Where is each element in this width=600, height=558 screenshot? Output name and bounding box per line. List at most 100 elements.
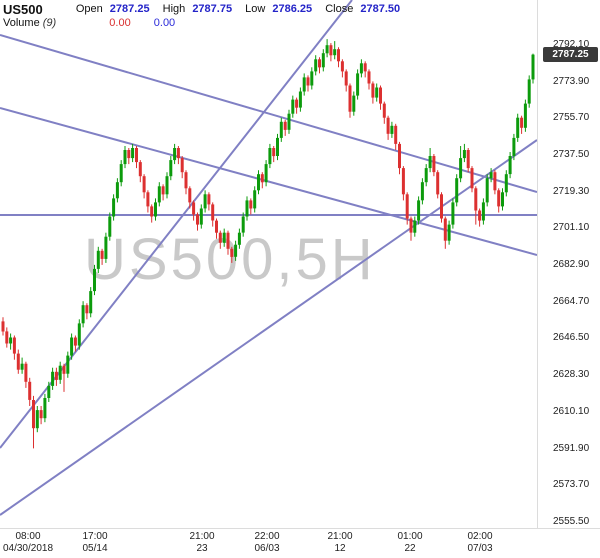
candle-body xyxy=(352,95,356,112)
candle-body xyxy=(12,337,16,354)
candle-body xyxy=(249,200,253,209)
price-axis-label: 2701.10 xyxy=(553,222,590,233)
ohlc-header: US500 Open 2787.25 High 2787.75 Low 2786… xyxy=(3,2,400,17)
candle-body xyxy=(363,63,367,72)
open-value: 2787.25 xyxy=(109,3,150,16)
trendline-descending-lower[interactable] xyxy=(0,107,537,256)
candle-body xyxy=(401,168,405,195)
candle-body xyxy=(306,77,310,86)
candle-body xyxy=(481,202,485,221)
candle-body xyxy=(176,148,180,159)
candle-body xyxy=(234,244,238,257)
candle-body xyxy=(318,59,321,68)
candle-body xyxy=(1,321,5,332)
candle-body xyxy=(470,168,474,189)
high-label: High xyxy=(162,3,186,16)
price-axis-label: 2664.70 xyxy=(553,296,590,307)
price-axis-label: 2737.50 xyxy=(553,149,590,160)
candle-body xyxy=(20,363,24,370)
candle-body xyxy=(508,156,512,175)
candle-body xyxy=(226,232,230,249)
candle-body xyxy=(455,178,459,203)
candle-body xyxy=(420,182,424,201)
price-axis[interactable]: 2787.25 2792.10 2773.90 2755.70 2737.50 2719… xyxy=(537,0,600,528)
price-axis-label: 2591.90 xyxy=(553,443,590,454)
price-axis-label: 2646.50 xyxy=(553,332,590,343)
candle-body xyxy=(382,103,386,118)
time-tick: 21:00 23 xyxy=(189,531,215,554)
candle-body xyxy=(523,103,527,128)
candle-body xyxy=(386,117,390,134)
indicator-name: Volume xyxy=(3,17,40,29)
candle-body xyxy=(413,220,417,233)
candle-body xyxy=(268,148,272,165)
candle-body xyxy=(436,172,440,195)
candle-body xyxy=(173,148,177,161)
candle-body xyxy=(115,182,119,199)
candle-body xyxy=(291,99,295,114)
candle-body xyxy=(89,291,93,314)
candle-body xyxy=(192,202,196,215)
candle-body xyxy=(9,337,13,344)
time-axis[interactable]: 08:00 04/30/2018 17:00 05/14 21:00 23 22:00 06/… xyxy=(0,528,600,558)
candle-body xyxy=(371,83,375,98)
candle-body xyxy=(329,45,333,56)
trendline-descending-upper[interactable] xyxy=(0,34,537,193)
candle-body xyxy=(142,176,146,193)
candle-body xyxy=(35,410,39,429)
candle-body xyxy=(485,178,489,203)
candle-body xyxy=(24,363,28,382)
indicator-value-1: 0.00 xyxy=(109,17,131,29)
candle-body xyxy=(497,190,501,207)
candle-body xyxy=(310,71,314,86)
symbol-label: US500 xyxy=(3,2,43,17)
candle-body xyxy=(295,99,299,108)
indicator-value-2: 0.00 xyxy=(153,17,176,29)
current-price-tag: 2787.25 xyxy=(543,47,598,62)
candle-body xyxy=(188,188,192,203)
candle-body xyxy=(405,194,409,219)
price-axis-label: 2555.50 xyxy=(553,516,590,527)
candle-body xyxy=(321,53,325,68)
price-axis-label: 2610.10 xyxy=(553,406,590,417)
candle-body xyxy=(123,150,127,165)
candle-body xyxy=(279,121,283,138)
candle-body xyxy=(398,143,401,169)
candle-body xyxy=(276,137,279,156)
candle-body xyxy=(359,63,363,74)
candle-body xyxy=(493,172,497,191)
candle-body xyxy=(131,148,135,159)
trendline-ascending-channel[interactable] xyxy=(0,139,537,516)
candle-body xyxy=(527,79,531,104)
candle-body xyxy=(93,268,96,292)
candle-body xyxy=(39,410,43,419)
trendline-ascending-steep[interactable] xyxy=(0,0,353,449)
candle-body xyxy=(257,174,260,191)
volume-indicator-row[interactable]: Volume (9) 0.00 0.00 xyxy=(3,17,175,29)
candle-body xyxy=(43,398,47,419)
candle-body xyxy=(298,91,302,108)
candle-body xyxy=(344,71,348,86)
candle-body xyxy=(314,59,318,72)
candle-body xyxy=(127,150,131,159)
candle-body xyxy=(409,218,413,233)
candle-body xyxy=(81,305,85,324)
candle-body xyxy=(211,204,215,221)
candlestick-chart[interactable] xyxy=(0,0,537,528)
candle-body xyxy=(340,61,344,72)
candle-body xyxy=(150,206,154,217)
candle-body xyxy=(66,355,70,374)
candle-body xyxy=(520,117,524,128)
candle-body xyxy=(169,160,173,177)
candle-body xyxy=(272,148,276,157)
candle-body xyxy=(440,194,443,219)
candle-body xyxy=(184,172,188,189)
candle-body xyxy=(218,232,222,243)
candle-body xyxy=(337,49,340,62)
candle-body xyxy=(367,71,371,84)
candle-body xyxy=(501,192,504,207)
price-axis-label: 2792.10 xyxy=(553,39,590,50)
candle-body xyxy=(73,337,77,346)
candle-body xyxy=(207,194,211,205)
